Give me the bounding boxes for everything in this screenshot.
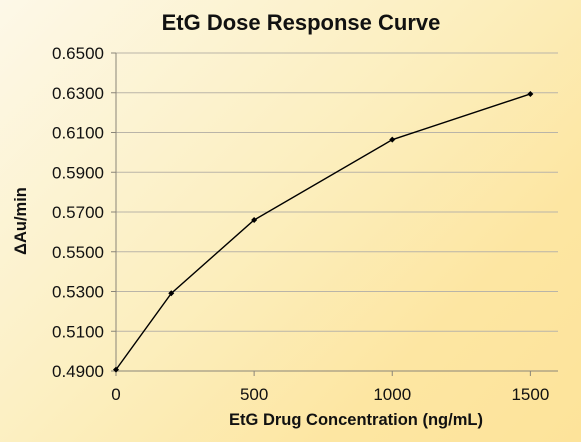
x-tick-label: 1000 bbox=[373, 385, 411, 404]
x-tick-label: 500 bbox=[240, 385, 268, 404]
gridlines bbox=[116, 52, 558, 332]
data-point bbox=[168, 290, 175, 297]
y-tick-label: 0.4900 bbox=[52, 362, 104, 381]
y-tick-label: 0.5700 bbox=[52, 203, 104, 222]
series bbox=[113, 90, 534, 373]
y-tick-label: 0.6100 bbox=[52, 124, 104, 143]
y-tick-label: 0.5900 bbox=[52, 163, 104, 182]
x-tick-label: 1500 bbox=[511, 385, 549, 404]
data-point bbox=[527, 90, 534, 97]
y-tick-label: 0.5300 bbox=[52, 283, 104, 302]
axes bbox=[111, 52, 558, 376]
y-axis-label: ΔAu/min bbox=[12, 187, 30, 255]
chart-title: EtG Dose Response Curve bbox=[162, 10, 441, 35]
series-line bbox=[115, 93, 531, 371]
y-tick-label: 0.5100 bbox=[52, 322, 104, 341]
data-point bbox=[251, 216, 258, 223]
y-tick-label: 0.6300 bbox=[52, 84, 104, 103]
y-tick-labels: 0.4900 0.5100 0.5300 0.5500 0.5700 0.5900 0.61… bbox=[52, 44, 104, 381]
y-tick-label: 0.5500 bbox=[52, 243, 104, 262]
x-axis-label: EtG Drug Concentration (ng/mL) bbox=[229, 411, 483, 429]
x-tick-labels: 0 500 1000 1500 bbox=[111, 385, 549, 404]
data-point bbox=[389, 136, 396, 143]
x-tick-label: 0 bbox=[111, 385, 120, 404]
y-tick-label: 0.6500 bbox=[52, 44, 104, 63]
data-point bbox=[113, 366, 119, 373]
